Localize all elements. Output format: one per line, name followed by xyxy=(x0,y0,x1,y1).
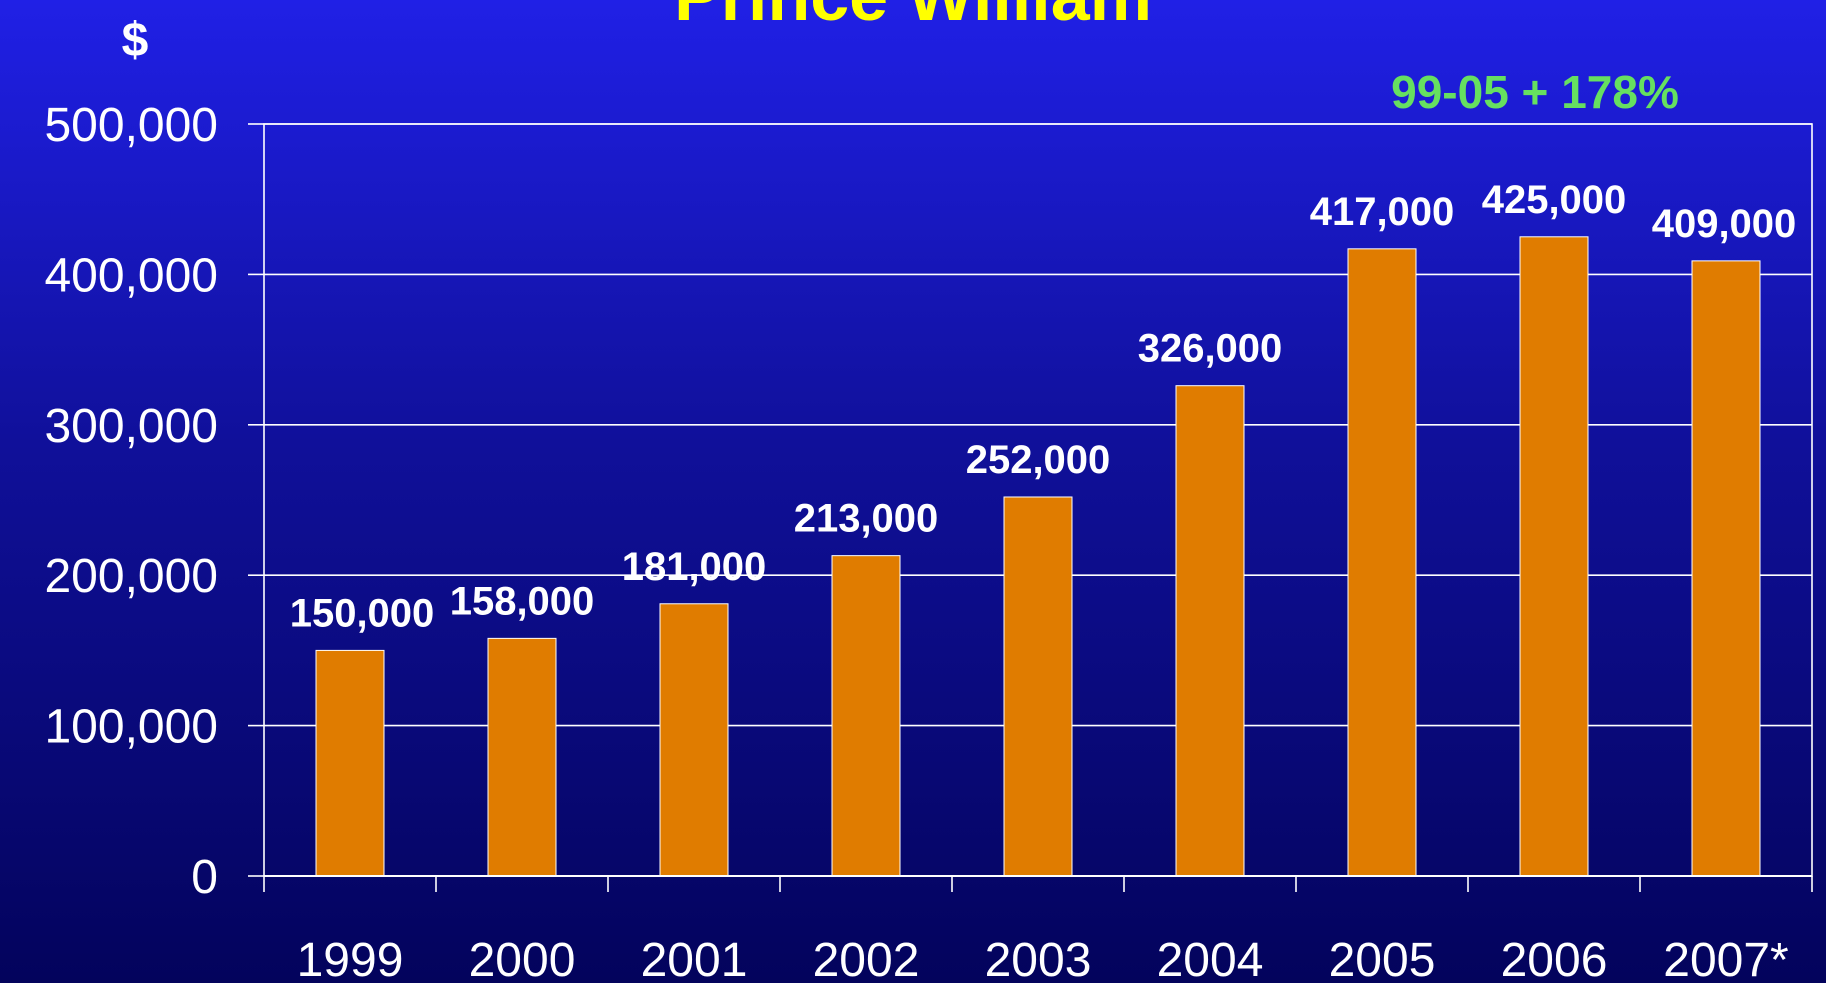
data-label: 252,000 xyxy=(966,438,1111,482)
y-tick-label: 100,000 xyxy=(44,701,218,754)
data-labels: 150,000 158,000 181,000 213,000 252,000 326,0… xyxy=(290,178,1797,636)
bar xyxy=(487,637,557,877)
y-tick-label: 400,000 xyxy=(44,249,218,302)
growth-annotation: 99-05 + 178% xyxy=(1391,66,1679,118)
y-tick-label: 500,000 xyxy=(44,99,218,152)
bar xyxy=(1003,496,1073,877)
x-tick-label: 1999 xyxy=(297,934,404,983)
bar xyxy=(1347,248,1417,877)
y-axis-unit: $ xyxy=(122,14,149,67)
bar xyxy=(1175,385,1245,877)
bar xyxy=(831,555,901,877)
x-tick-label: 2003 xyxy=(985,934,1092,983)
x-tick-label: 2005 xyxy=(1329,934,1436,983)
x-tick-label: 2006 xyxy=(1501,934,1608,983)
data-label: 213,000 xyxy=(794,497,939,541)
data-label: 150,000 xyxy=(290,591,435,635)
y-tick-label: 0 xyxy=(191,851,218,904)
data-label: 326,000 xyxy=(1138,327,1283,371)
x-tick-label: 2001 xyxy=(641,934,748,983)
x-tick-label: 2007* xyxy=(1663,934,1788,983)
axes: 0 100,000 200,000 300,000 400,000 500,000 1999… xyxy=(44,99,1813,983)
y-tick-label: 200,000 xyxy=(44,550,218,603)
data-label: 158,000 xyxy=(450,579,595,623)
data-label: 409,000 xyxy=(1652,202,1797,246)
bar xyxy=(1519,236,1589,877)
bars xyxy=(315,236,1761,877)
data-label: 181,000 xyxy=(622,545,767,589)
bar xyxy=(659,603,729,877)
y-tick-label: 300,000 xyxy=(44,400,218,453)
chart-title: Prince William xyxy=(674,0,1152,35)
x-tick-label: 2000 xyxy=(469,934,576,983)
bar xyxy=(315,649,385,877)
data-label: 417,000 xyxy=(1310,190,1455,234)
data-label: 425,000 xyxy=(1482,178,1627,222)
bar xyxy=(1691,260,1761,877)
x-tick-label: 2004 xyxy=(1157,934,1264,983)
x-tick-label: 2002 xyxy=(813,934,920,983)
